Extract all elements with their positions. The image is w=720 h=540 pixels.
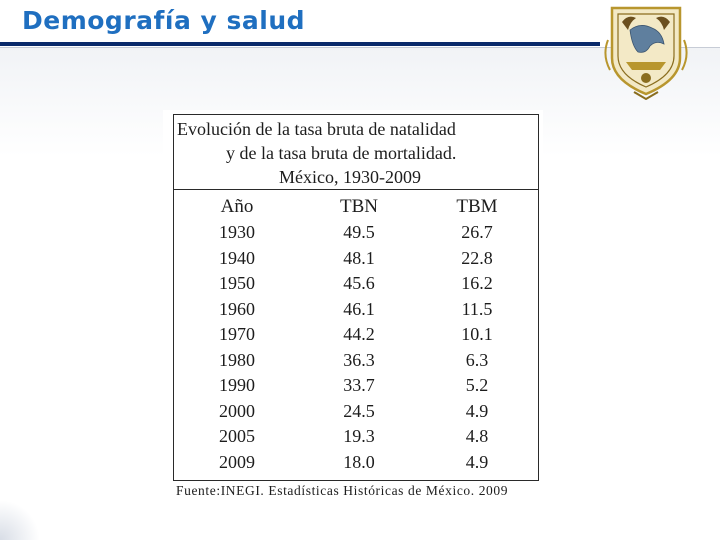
column-header-tbm: TBM — [456, 196, 498, 217]
table-cell-tbm: 4.9 — [465, 451, 489, 472]
table-cell-year: 1940 — [219, 247, 255, 268]
slide-header: Demografía y salud — [0, 0, 720, 48]
table-cell-tbm: 4.9 — [465, 400, 489, 421]
birth-death-rate-table: Evolución de la tasa bruta de natalidad … — [173, 114, 539, 481]
table-cell-tbn: 36.3 — [343, 349, 375, 370]
column-header-year: Año — [220, 196, 254, 217]
table-cell-tbm: 4.8 — [465, 426, 489, 446]
table-cell-tbn: 33.7 — [343, 375, 375, 395]
table-cell-tbm: 5.2 — [465, 375, 489, 395]
table-cell-tbn: 48.1 — [343, 247, 375, 268]
table-cell-year: 1990 — [219, 375, 255, 395]
table-cell-tbm: 26.7 — [461, 222, 493, 242]
table-cell-tbn: 19.3 — [343, 426, 375, 446]
unam-coat-of-arms-icon — [600, 0, 692, 101]
table-cell-tbm: 6.3 — [465, 349, 489, 370]
slide-title: Demografía y salud — [22, 6, 306, 35]
caption-line: Evolución de la tasa bruta de natalidad — [177, 119, 456, 139]
table-cell-tbn: 46.1 — [343, 298, 375, 319]
header-rule — [0, 42, 600, 46]
caption-line: México, 1930-2009 — [279, 167, 421, 187]
table-cell-tbn: 24.5 — [343, 400, 375, 421]
table-cell-year: 1970 — [219, 324, 255, 344]
table-cell-tbm: 11.5 — [461, 298, 493, 319]
table-cell-tbn: 18.0 — [343, 451, 375, 472]
table-cell-year: 1930 — [219, 222, 255, 242]
table-cell-year: 1980 — [219, 349, 255, 370]
table-cell-year: 2009 — [219, 451, 255, 472]
table-cell-tbm: 22.8 — [461, 247, 493, 268]
table-cell-tbm: 16.2 — [461, 273, 493, 293]
corner-decoration — [0, 500, 40, 540]
table-cell-tbn: 45.6 — [343, 273, 375, 293]
column-header-tbn: TBN — [340, 196, 378, 217]
table-cell-tbn: 49.5 — [343, 222, 375, 242]
table-source-note: Fuente:INEGI. Estadísticas Históricas de… — [176, 483, 509, 498]
table-grid: Año TBN TBM 1930 49.5 26.7 1940 48.1 22.… — [174, 190, 538, 475]
table-cell-year: 1950 — [219, 273, 255, 293]
table-cell-tbm: 10.1 — [461, 324, 493, 344]
table-cell-year: 2005 — [219, 426, 255, 446]
table-cell-tbn: 44.2 — [343, 324, 375, 344]
table-caption: Evolución de la tasa bruta de natalidad … — [174, 115, 538, 190]
caption-line: y de la tasa bruta de mortalidad. — [226, 143, 457, 163]
header-rule-thin — [0, 47, 720, 48]
table-cell-year: 1960 — [219, 298, 255, 319]
table-cell-year: 2000 — [219, 400, 255, 421]
